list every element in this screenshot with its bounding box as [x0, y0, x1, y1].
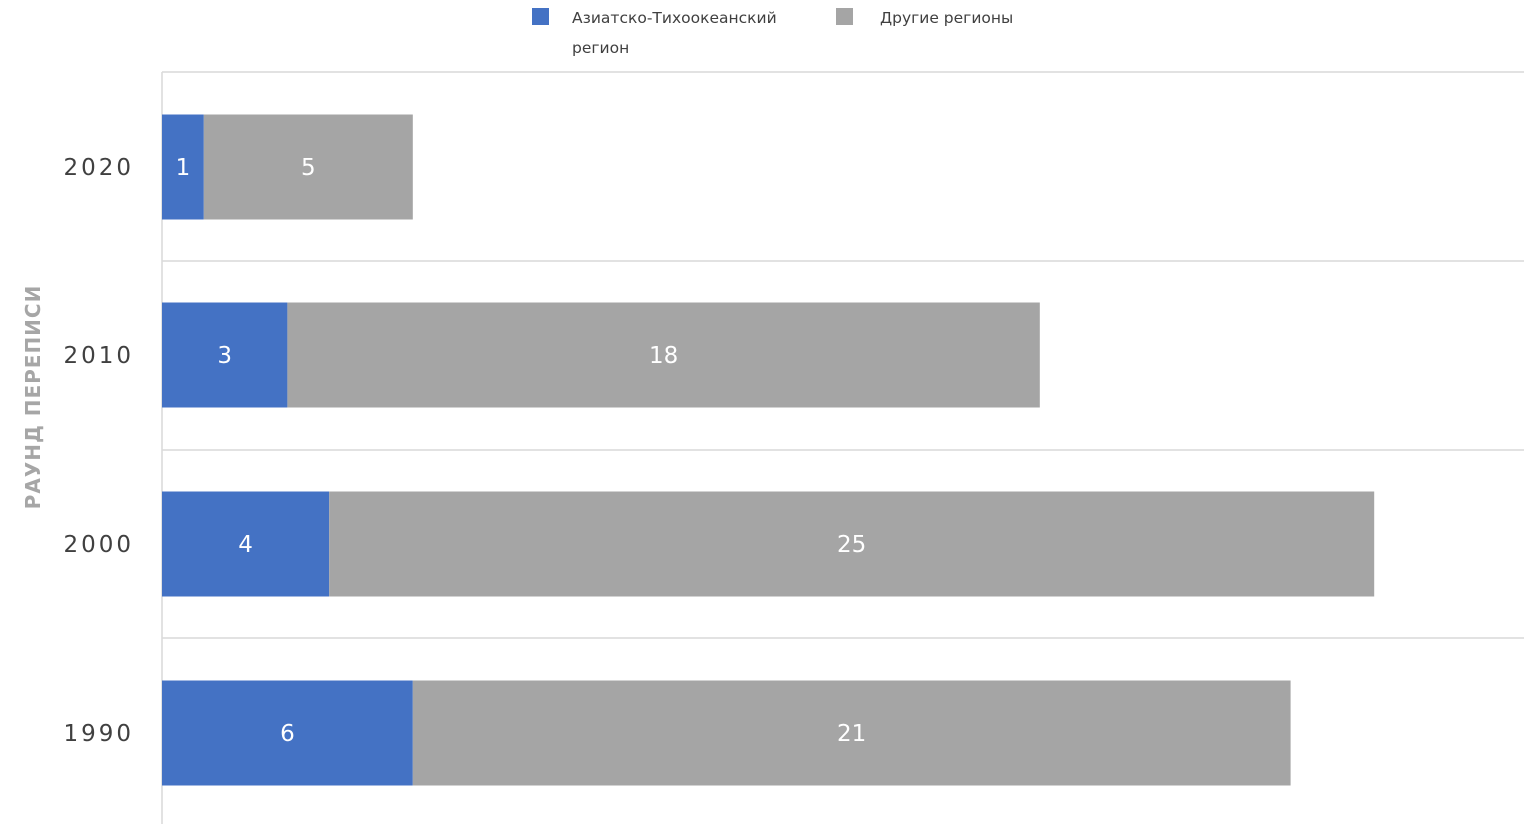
- y-axis-title: РАУНД ПЕРЕПИСИ: [21, 285, 45, 510]
- bars: 6 21 4 25 3 18 1 5: [162, 114, 1375, 786]
- y-tick-label: 2020: [63, 155, 134, 181]
- y-tick-label: 1990: [63, 721, 134, 747]
- data-label: 5: [301, 155, 316, 181]
- y-tick-labels: 1990 2000 2010 2020: [63, 155, 134, 747]
- data-label: 18: [649, 343, 678, 369]
- data-label: 25: [837, 532, 866, 558]
- bar-segment: [162, 114, 204, 220]
- bar-segment: [412, 680, 1291, 786]
- data-label: 6: [280, 721, 295, 747]
- legend: Азиатско-Тихоокеанский регион Другие регио…: [532, 8, 1013, 57]
- legend-label: Другие регионы: [880, 9, 1013, 27]
- legend-swatch: [836, 8, 853, 25]
- data-label: 4: [238, 532, 253, 558]
- y-tick-label: 2010: [63, 343, 134, 369]
- data-label: 1: [176, 155, 191, 181]
- data-label: 3: [217, 343, 232, 369]
- data-label: 21: [837, 721, 866, 747]
- legend-label: Азиатско-Тихоокеанский регион: [572, 9, 777, 57]
- bar-segment: [162, 302, 288, 408]
- legend-swatch: [532, 8, 549, 25]
- y-tick-label: 2000: [63, 532, 134, 558]
- bar-segment: [162, 491, 330, 597]
- bar-segment: [203, 114, 413, 220]
- bar-segment: [329, 491, 1375, 597]
- bar-segment: [287, 302, 1040, 408]
- bar-segment: [162, 680, 413, 786]
